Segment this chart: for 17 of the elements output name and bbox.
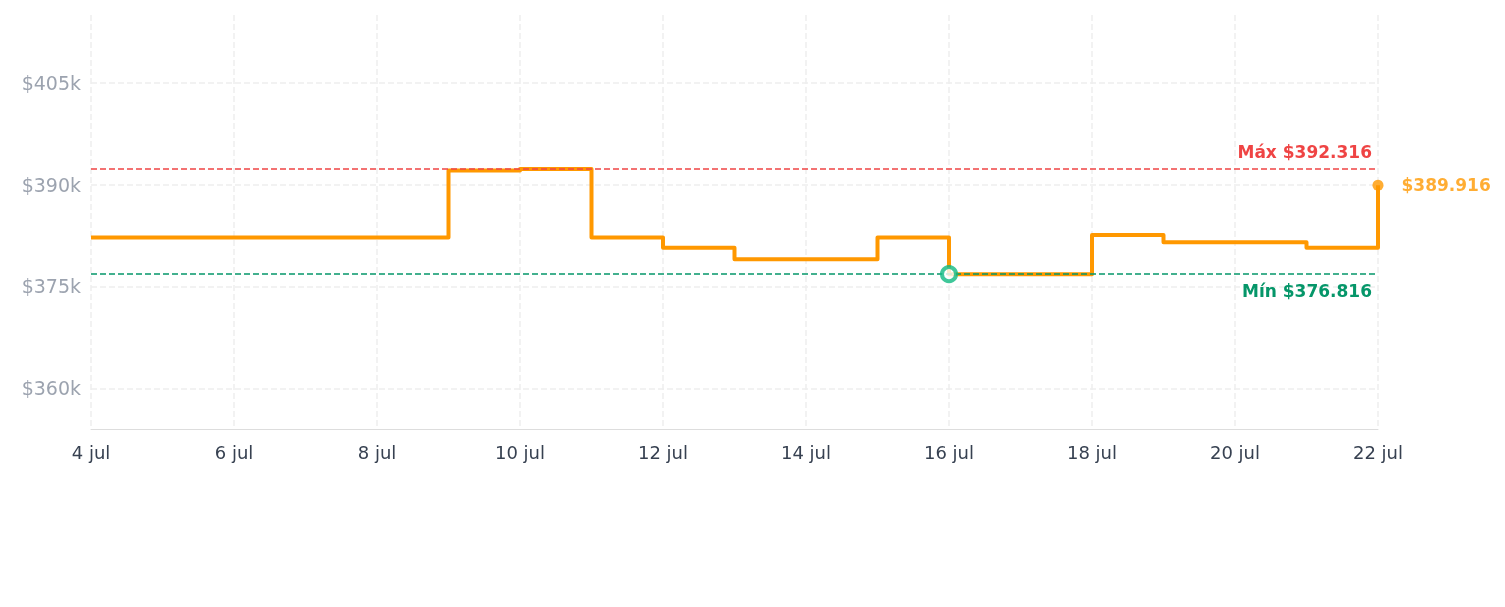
- x-tick-label: 14 jul: [780, 441, 832, 463]
- y-tick-label: $405k: [21, 71, 81, 94]
- x-tick-label: 12 jul: [637, 441, 689, 463]
- ref-line-label: Mín $376.816: [1241, 280, 1372, 301]
- annotation: $389.916: [1401, 175, 1491, 196]
- x-tick-label: 10 jul: [494, 441, 546, 463]
- y-tick-label: $375k: [21, 275, 81, 298]
- x-tick-label: 6 jul: [214, 441, 254, 463]
- y-tick-label: $360k: [21, 377, 81, 400]
- x-tick-label: 8 jul: [357, 441, 397, 463]
- x-tick-label: 22 jul: [1352, 441, 1404, 463]
- x-tick-label: 16 jul: [923, 441, 975, 463]
- ref-line-label: Máx $392.316: [1237, 142, 1372, 163]
- y-tick-label: $390k: [21, 173, 81, 196]
- x-tick-label: 4 jul: [71, 441, 111, 463]
- x-tick-label: 18 jul: [1066, 441, 1118, 463]
- x-tick-label: 20 jul: [1209, 441, 1261, 463]
